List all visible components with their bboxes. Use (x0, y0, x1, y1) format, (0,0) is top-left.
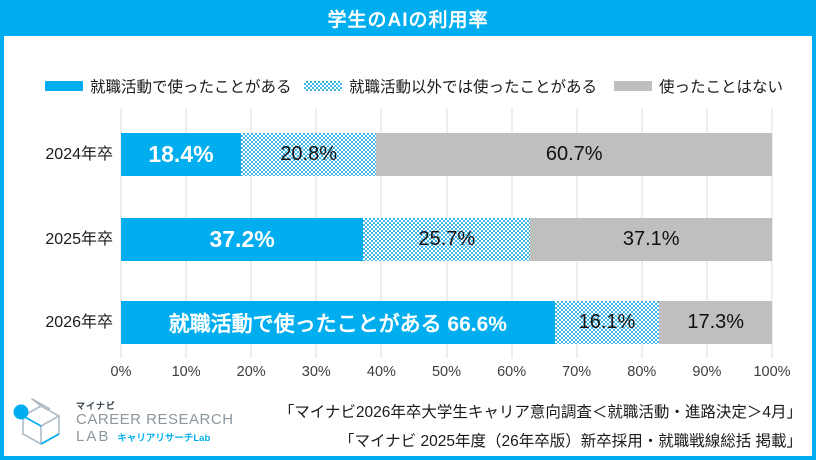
legend-label: 就職活動で使ったことがある (90, 79, 292, 96)
x-axis-tick: 30% (301, 364, 331, 380)
x-axis-tick: 0% (110, 364, 132, 380)
row-label-2025: 2025年卒 (45, 231, 113, 248)
pin-icon (13, 404, 29, 420)
bar-segment-jobhunting-2024: 18.4% (121, 133, 241, 176)
x-axis-tick: 70% (562, 364, 592, 380)
x-axis-tick: 60% (497, 364, 527, 380)
logo-lab-text: LAB (76, 428, 111, 446)
career-research-lab-logo: マイナビ CAREER RESEARCH LAB キャリアリサーチLab (12, 396, 234, 450)
bar-segment-never-2025: 37.1% (530, 218, 772, 261)
legend-label: 就職活動以外では使ったことがある (349, 79, 598, 96)
legend-item-used-other: 就職活動以外では使ったことがある (304, 76, 597, 96)
x-axis-tick: 80% (627, 364, 657, 380)
logo-brand-small: マイナビ (76, 400, 116, 411)
legend-swatch-gray (614, 81, 652, 91)
cube-logo-icon (13, 398, 60, 445)
row-label-2026: 2026年卒 (45, 314, 113, 331)
header-bar: 学生のAIの利用率 (0, 0, 816, 36)
logo-line1: CAREER RESEARCH (76, 410, 234, 428)
x-axis-tick: 100% (753, 364, 791, 380)
x-axis-tick: 20% (236, 364, 266, 380)
bar-segment-never-2026: 17.3% (659, 301, 772, 344)
chart-panel: 就職活動で使ったことがある 就職活動以外では使ったことがある 使ったことはない … (4, 36, 812, 456)
bar-segment-other-2026: 16.1% (554, 301, 660, 344)
logo-lab-suffix: キャリアリサーチLab (117, 433, 211, 445)
bar-segment-other-2024: 20.8% (240, 133, 377, 176)
bar-segment-jobhunting-2026: 就職活動で使ったことがある 66.6% (121, 301, 555, 344)
logo-text: マイナビ CAREER RESEARCH LAB キャリアリサーチLab (76, 401, 234, 446)
bar-segment-other-2025: 25.7% (363, 218, 531, 261)
x-axis: 0% 10% 20% 30% 40% 50% 60% 70% 80% 90% 100% (111, 364, 791, 384)
bar-row-2025: 37.2% 25.7% 37.1% (121, 218, 772, 261)
x-axis-tick: 90% (692, 364, 722, 380)
legend-item-used-jobhunting: 就職活動で使ったことがある (45, 76, 292, 96)
gridline (771, 108, 773, 358)
source-line-2: 「マイナビ 2025年度（26年卒版）新卒採用・就職戦線総括 掲載」 (338, 433, 802, 450)
x-axis-tick: 50% (431, 364, 462, 380)
legend-swatch-blue (45, 81, 83, 91)
bar-segment-never-2024: 60.7% (376, 133, 772, 176)
x-axis-tick: 10% (171, 364, 201, 380)
legend-swatch-checker (304, 81, 342, 91)
bar-row-2024: 18.4% 20.8% 60.7% (121, 133, 772, 176)
page-title: 学生のAIの利用率 (327, 9, 489, 31)
logo-line2: LAB キャリアリサーチLab (76, 428, 234, 445)
row-label-2024: 2024年卒 (45, 146, 113, 163)
x-axis-tick: 40% (366, 364, 396, 380)
source-line-1: 「マイナビ2026年卒大学生キャリア意向調査＜就職活動・進路決定＞4月」 (278, 404, 802, 421)
bar-row-2026: 就職活動で使ったことがある 66.6% 16.1% 17.3% (121, 301, 772, 344)
bar-segment-jobhunting-2025: 37.2% (121, 218, 364, 261)
legend-label: 使ったことはない (659, 79, 784, 96)
legend-item-never-used: 使ったことはない (614, 76, 783, 96)
